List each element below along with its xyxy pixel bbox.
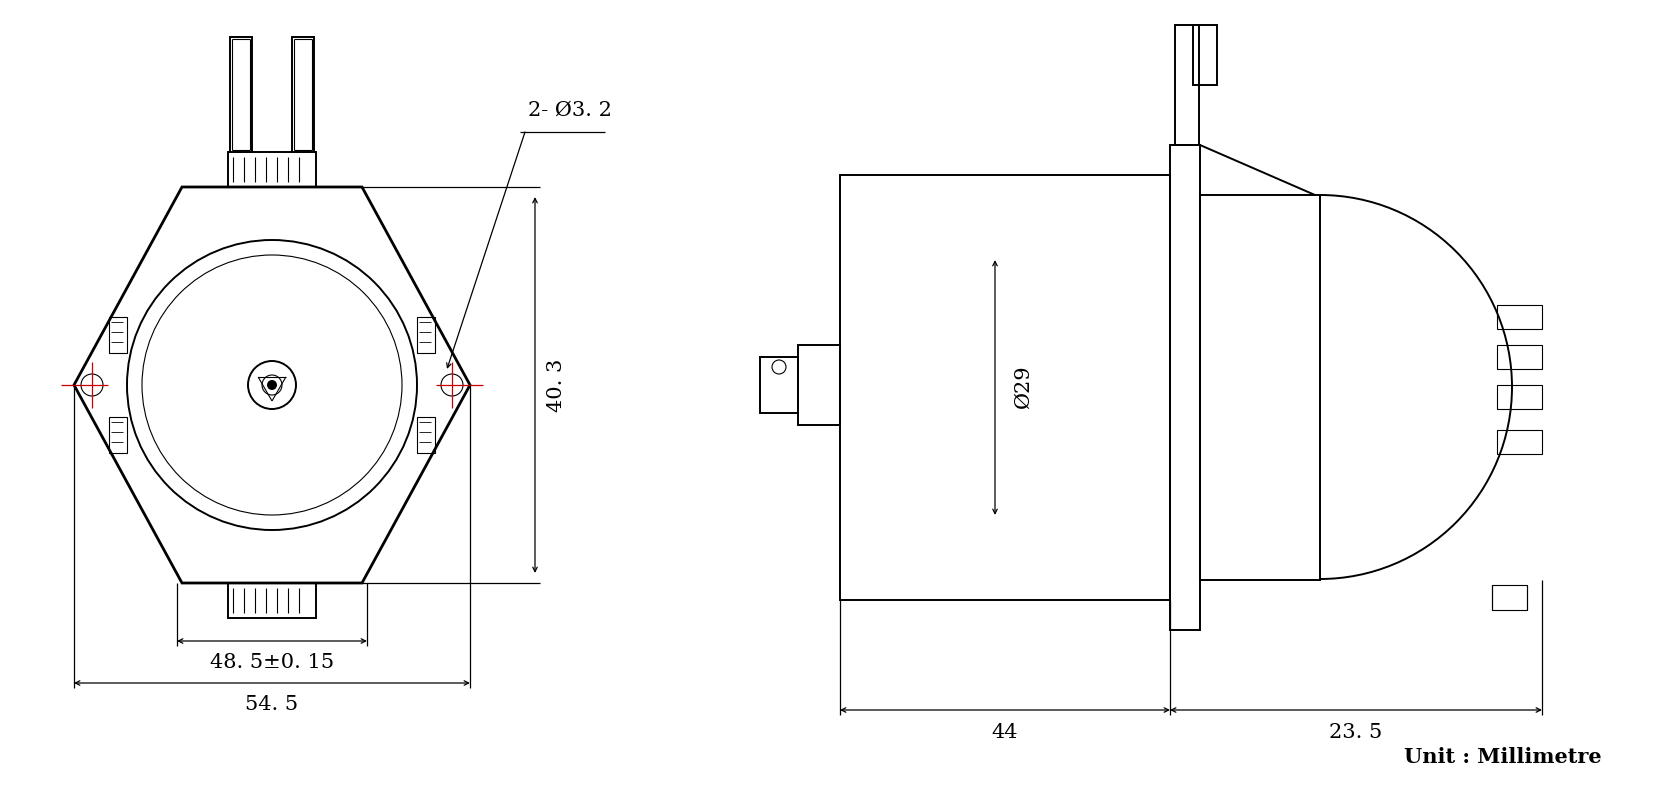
Text: 2- Ø3. 2: 2- Ø3. 2	[528, 100, 612, 120]
Text: Unit : Millimetre: Unit : Millimetre	[1404, 747, 1602, 767]
Bar	[416, 317, 435, 353]
Bar	[1496, 430, 1542, 454]
Bar	[1496, 345, 1542, 369]
Bar	[227, 583, 316, 618]
Bar	[839, 175, 1170, 600]
Polygon shape	[74, 187, 470, 583]
Bar	[109, 317, 127, 353]
Bar	[293, 37, 314, 152]
Bar	[1194, 25, 1217, 85]
Bar	[109, 417, 127, 453]
Text: 44: 44	[991, 722, 1018, 742]
Text: 40. 3: 40. 3	[547, 358, 567, 412]
Text: 48. 5±0. 15: 48. 5±0. 15	[211, 654, 334, 672]
Text: 54. 5: 54. 5	[246, 696, 299, 714]
Bar	[1170, 145, 1200, 630]
Bar	[798, 345, 839, 425]
Circle shape	[268, 380, 278, 390]
Bar	[227, 152, 316, 187]
Bar	[1491, 585, 1527, 610]
Text: 23. 5: 23. 5	[1329, 722, 1383, 742]
Bar	[1175, 25, 1199, 145]
Bar	[1496, 385, 1542, 409]
Bar	[416, 417, 435, 453]
Bar	[1496, 305, 1542, 329]
Bar	[231, 37, 252, 152]
Text: Ø29: Ø29	[1013, 365, 1033, 409]
Bar	[1200, 195, 1319, 580]
Bar	[761, 357, 798, 413]
